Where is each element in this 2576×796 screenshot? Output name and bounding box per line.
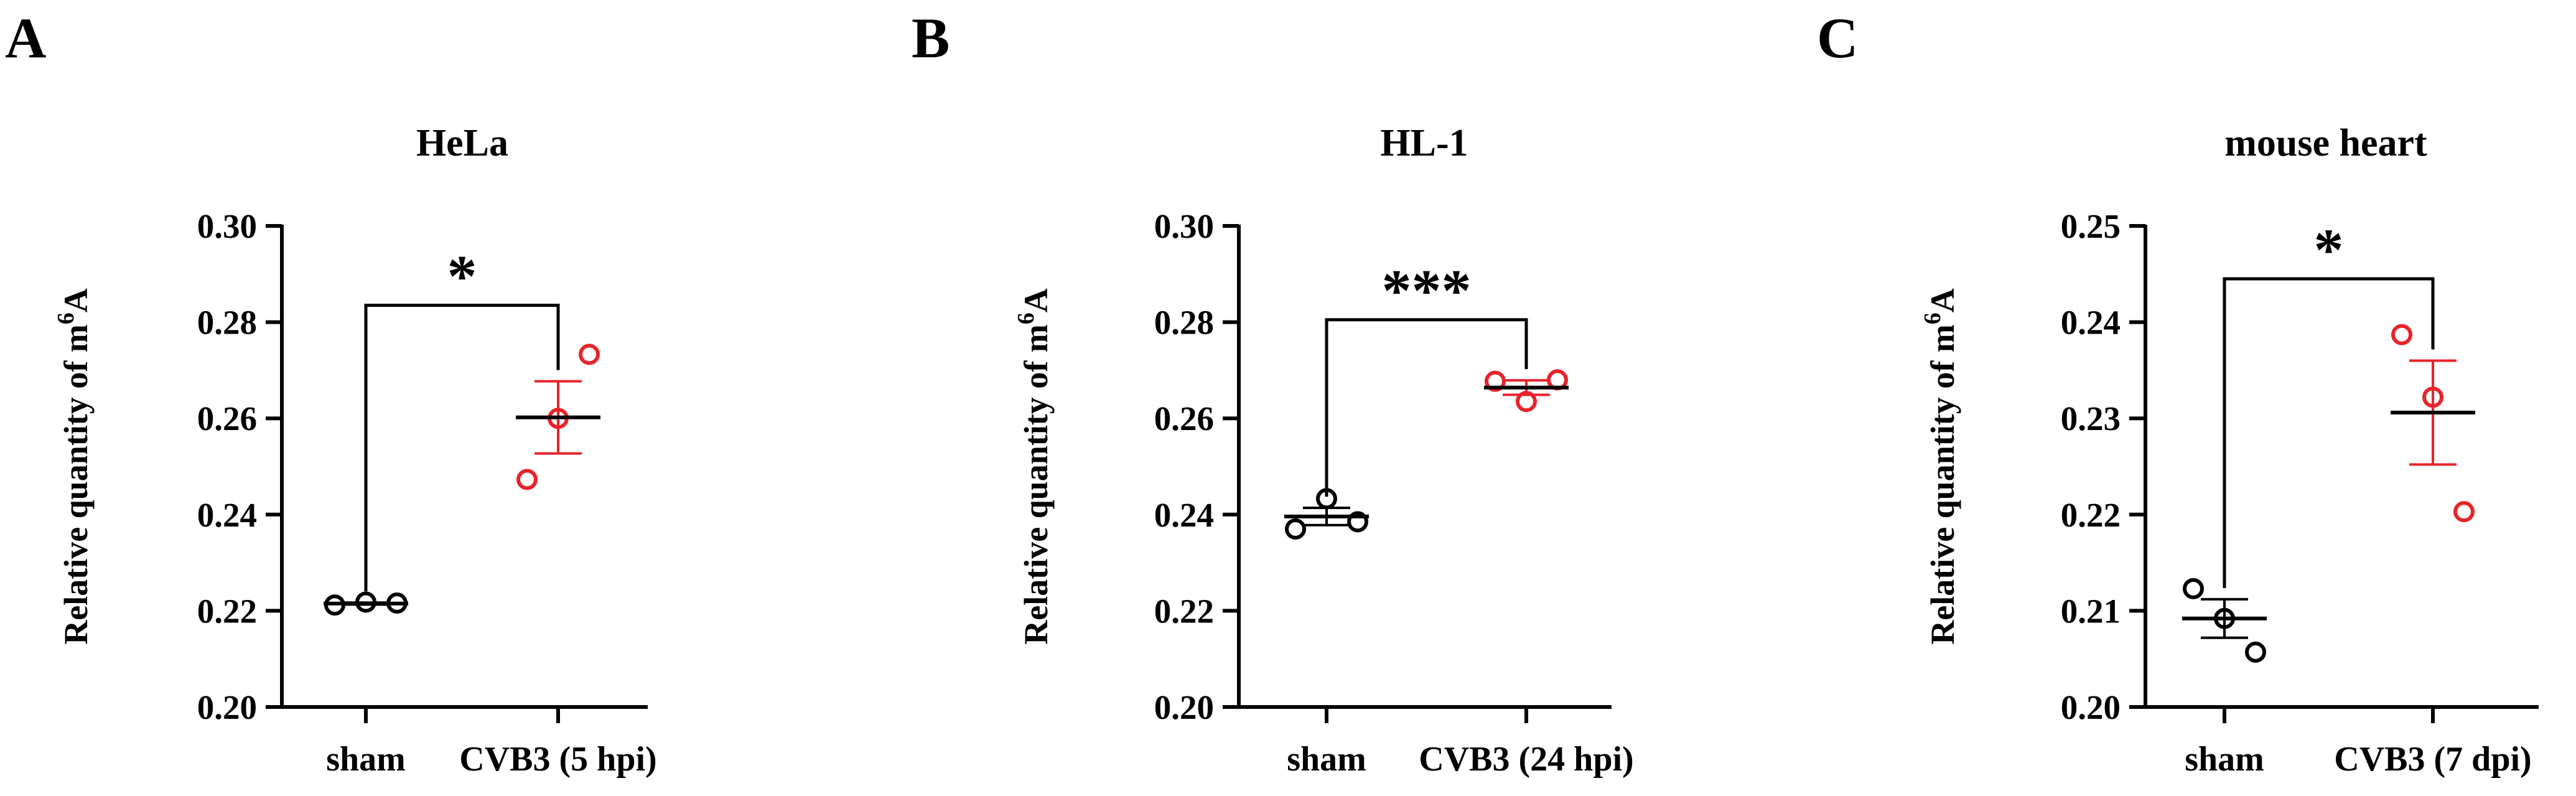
- significance-label: *: [2314, 217, 2344, 283]
- y-axis-label: Relative quantity of m6A: [1013, 288, 1055, 644]
- y-tick-label: 0.30: [197, 207, 257, 245]
- y-tick-label: 0.24: [1154, 496, 1214, 534]
- y-tick-label: 0.21: [2061, 592, 2121, 630]
- data-point: [516, 469, 538, 490]
- y-tick-label: 0.28: [197, 304, 257, 342]
- y-tick-label: 0.28: [1154, 304, 1214, 342]
- x-tick-label: CVB3 (7 dpi): [2334, 740, 2531, 779]
- y-tick-label: 0.22: [197, 592, 257, 630]
- data-point: [1516, 391, 1537, 413]
- series-cvb3: [516, 344, 600, 490]
- y-tick-label: 0.20: [2061, 688, 2121, 726]
- significance-label: ***: [1382, 258, 1472, 324]
- series-sham: [1284, 488, 1369, 540]
- chart-title: HL-1: [1380, 122, 1468, 164]
- data-point: [2422, 386, 2443, 408]
- chart-title: mouse heart: [2224, 122, 2427, 164]
- data-point: [1485, 370, 1506, 392]
- data-point: [1285, 518, 1306, 540]
- significance-bracket: [1325, 318, 1528, 497]
- y-axis-label: Relative quantity of m6A: [1920, 288, 1961, 644]
- y-tick-label: 0.24: [2061, 304, 2121, 342]
- data-point: [2245, 641, 2266, 663]
- significance-bracket: [2223, 277, 2435, 588]
- y-tick-label: 0.26: [197, 400, 257, 438]
- panel-b: B HL-1 0.20 0.22 0.24 0.26 0.28 0.30 sham CVB3 (2…: [912, 6, 1634, 779]
- y-tick-label: 0.24: [197, 496, 257, 534]
- x-tick-label: sham: [2185, 740, 2264, 779]
- chart-title: HeLa: [416, 122, 508, 164]
- y-tick-label: 0.22: [2061, 496, 2121, 534]
- x-tick-label: CVB3 (5 hpi): [459, 740, 656, 779]
- y-axis-label: Relative quantity of m6A: [53, 288, 95, 644]
- panel-a: A HeLa 0.20 0.22 0.24 0.26 0.28 0.30 sham CVB3 (5…: [5, 6, 657, 779]
- significance-label: *: [447, 243, 477, 310]
- panel-label: A: [5, 6, 46, 70]
- series-cvb3: [2391, 324, 2475, 523]
- panel-label: B: [912, 6, 950, 70]
- series-sham: [324, 591, 408, 616]
- y-tick-label: 0.30: [1154, 207, 1214, 245]
- data-point: [579, 344, 600, 365]
- x-tick-label: sham: [1287, 740, 1366, 779]
- y-tick-label: 0.26: [1154, 400, 1214, 438]
- data-point: [2183, 578, 2204, 599]
- data-point: [1347, 511, 1368, 533]
- y-tick-label: 0.20: [1154, 688, 1214, 726]
- y-tick-label: 0.25: [2061, 207, 2121, 245]
- x-tick-label: CVB3 (24 hpi): [1419, 740, 1633, 779]
- y-tick-label: 0.23: [2061, 400, 2121, 438]
- panel-label: C: [1817, 6, 1858, 70]
- series-sham: [2182, 578, 2267, 663]
- y-tick-label: 0.22: [1154, 592, 1214, 630]
- series-cvb3: [1484, 369, 1569, 413]
- significance-bracket: [364, 304, 560, 592]
- data-point: [2453, 501, 2475, 523]
- y-tick-label: 0.20: [197, 688, 257, 726]
- data-point: [2391, 324, 2412, 345]
- x-tick-label: sham: [326, 740, 406, 779]
